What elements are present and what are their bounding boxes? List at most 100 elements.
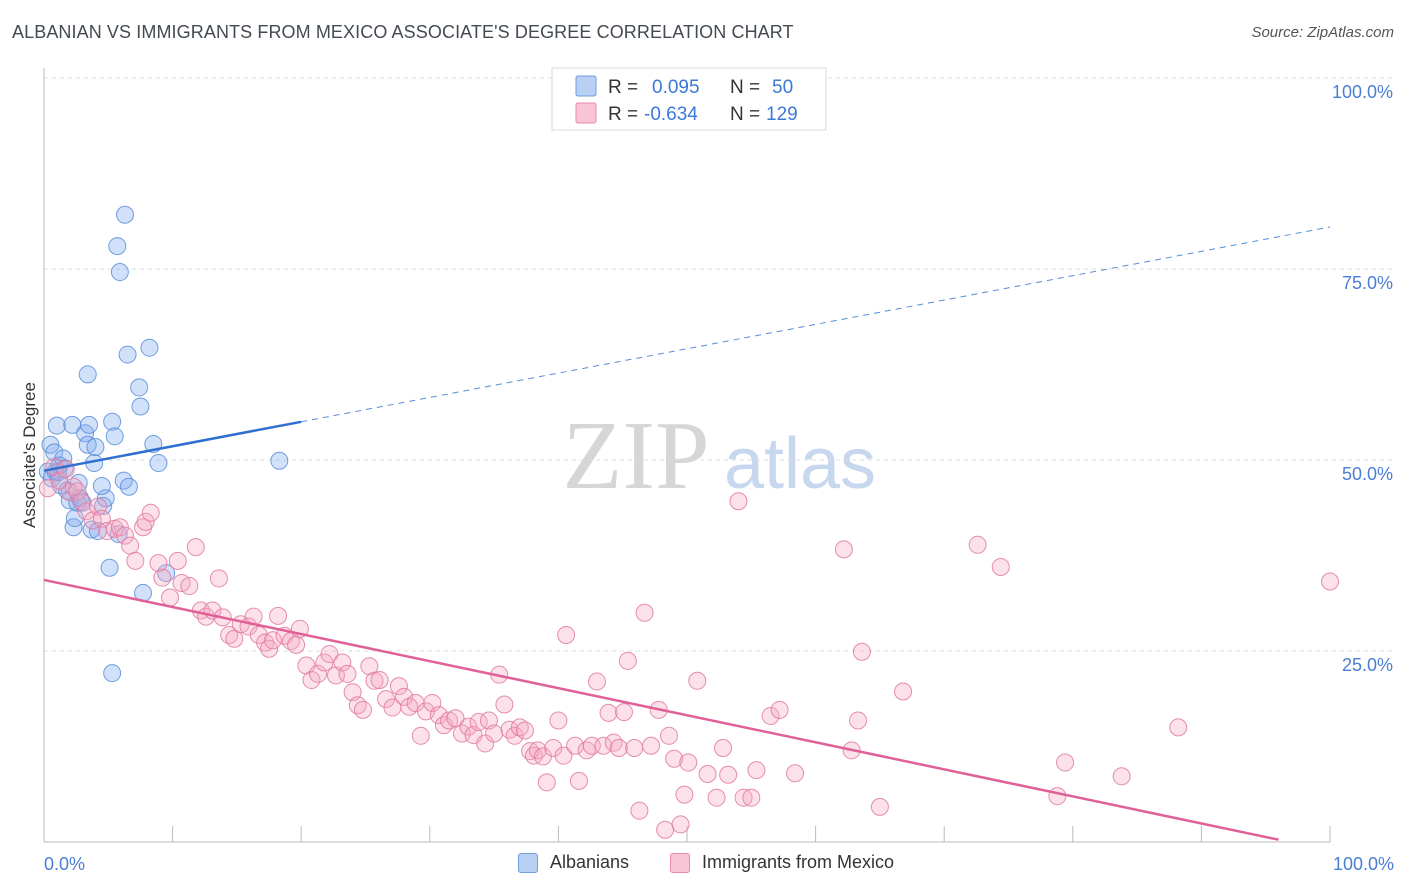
point-mexico-42	[269, 606, 288, 625]
point-mexico-10	[89, 497, 108, 516]
point-albanians-35	[119, 477, 138, 496]
x-tick-label-max: 100.0%	[1333, 854, 1394, 874]
point-mexico-142	[1321, 572, 1339, 591]
point-mexico-136	[968, 535, 987, 554]
point-mexico-89	[528, 741, 547, 760]
point-mexico-95	[557, 625, 576, 644]
point-albanians-14	[65, 509, 84, 528]
point-albanians-33	[114, 471, 133, 490]
watermark-zip: ZIP	[563, 402, 710, 510]
point-mexico-73	[446, 709, 465, 728]
legend-n-label-1: N =	[730, 77, 760, 98]
point-mexico-57	[353, 700, 372, 719]
point-mexico-21	[149, 554, 168, 573]
point-albanians-24	[86, 438, 105, 457]
point-mexico-104	[609, 739, 628, 758]
x-tick-label-min: 0.0%	[44, 854, 85, 874]
point-mexico-137	[991, 557, 1010, 576]
point-mexico-8	[77, 502, 96, 521]
point-mexico-15	[116, 526, 135, 545]
point-mexico-18	[134, 518, 153, 537]
point-albanians-45	[270, 451, 289, 470]
point-mexico-108	[630, 801, 649, 820]
point-mexico-128	[770, 700, 789, 719]
legend-label-mexico: Immigrants from Mexico	[702, 852, 895, 872]
point-mexico-107	[625, 739, 644, 758]
chart-source: Source: ZipAtlas.com	[1251, 24, 1394, 41]
point-mexico-82	[495, 695, 514, 714]
legend-swatch-mexico-bottom	[670, 852, 690, 873]
point-mexico-94	[554, 746, 573, 765]
legend-r-value-2: -0.634	[644, 104, 698, 125]
point-mexico-60	[370, 671, 389, 690]
point-mexico-24	[168, 551, 187, 570]
point-mexico-59	[365, 671, 384, 690]
point-mexico-27	[186, 538, 205, 557]
point-mexico-106	[618, 651, 637, 670]
watermark-atlas: atlas	[724, 424, 876, 504]
point-mexico-75	[459, 717, 478, 736]
point-mexico-122	[719, 765, 738, 784]
point-mexico-17	[126, 551, 145, 570]
point-mexico-112	[656, 820, 675, 839]
point-mexico-134	[870, 797, 889, 816]
point-mexico-92	[544, 739, 563, 758]
y-tick-labels: 100.0% 75.0% 50.0% 25.0%	[1332, 82, 1393, 675]
point-mexico-52	[326, 666, 345, 685]
x-ticks	[172, 826, 1331, 842]
legend-item-albanians[interactable]: Albanians	[518, 852, 629, 873]
point-mexico-51	[320, 645, 339, 664]
y-axis-title: Associate's Degree	[20, 382, 39, 528]
point-albanians-32	[110, 263, 129, 282]
point-mexico-67	[411, 726, 430, 745]
point-albanians-34	[116, 205, 135, 224]
point-mexico-121	[714, 739, 733, 758]
legend-r-value-1: 0.095	[652, 77, 700, 98]
point-mexico-117	[679, 753, 698, 772]
point-mexico-118	[688, 671, 707, 690]
point-mexico-80	[485, 724, 504, 743]
point-mexico-41	[263, 631, 282, 650]
legend-swatch-mexico	[575, 102, 597, 124]
point-mexico-113	[659, 726, 678, 745]
point-albanians-30	[105, 427, 124, 446]
point-mexico-126	[747, 761, 766, 780]
point-mexico-6	[68, 482, 87, 501]
point-mexico-26	[180, 577, 199, 596]
point-mexico-101	[594, 736, 613, 755]
point-albanians-37	[130, 378, 149, 397]
stats-legend: R = 0.095 N = 50 R = -0.634 N = 129	[551, 67, 827, 131]
point-mexico-23	[161, 588, 180, 607]
point-mexico-105	[614, 703, 633, 722]
point-mexico-124	[734, 788, 753, 807]
legend-label-albanians: Albanians	[550, 852, 630, 872]
point-albanians-20	[78, 365, 97, 384]
point-mexico-116	[675, 785, 694, 804]
point-albanians-41	[149, 454, 168, 473]
y-tick-label-75: 75.0%	[1342, 273, 1393, 293]
point-albanians-18	[76, 424, 95, 443]
point-mexico-139	[1056, 753, 1075, 772]
legend-n-label-2: N =	[730, 104, 760, 125]
point-mexico-138	[1048, 787, 1067, 806]
trend-line-albanians-extension	[301, 226, 1331, 423]
point-mexico-93	[549, 711, 568, 730]
point-albanians-5	[47, 416, 66, 435]
point-mexico-45	[287, 635, 306, 654]
point-mexico-129	[786, 764, 805, 783]
point-mexico-31	[209, 569, 228, 588]
y-tick-label-25: 25.0%	[1342, 655, 1393, 675]
legend-n-value-1: 50	[772, 77, 793, 98]
point-mexico-54	[338, 664, 357, 683]
point-mexico-40	[260, 639, 279, 658]
point-albanians-13	[64, 518, 83, 537]
point-mexico-50	[315, 653, 334, 672]
point-mexico-140	[1112, 767, 1131, 786]
legend-item-mexico[interactable]: Immigrants from Mexico	[670, 852, 894, 873]
point-mexico-38	[249, 625, 268, 644]
legend-swatch-albanians-bottom	[518, 852, 538, 873]
point-mexico-49	[308, 664, 327, 683]
point-mexico-22	[153, 568, 172, 587]
point-albanians-44	[103, 664, 122, 683]
